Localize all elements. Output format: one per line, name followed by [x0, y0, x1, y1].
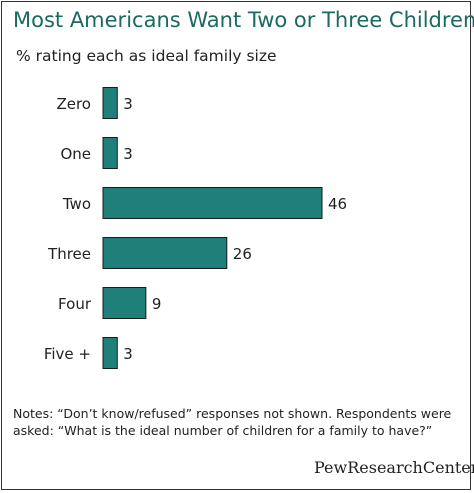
category-label: Zero — [56, 95, 91, 113]
chart-notes: Notes: “Don’t know/refused” responses no… — [13, 406, 452, 438]
bar — [102, 137, 118, 169]
value-label: 9 — [152, 295, 162, 313]
bar — [102, 337, 118, 369]
bar — [102, 237, 228, 269]
value-label: 3 — [123, 345, 133, 363]
bar — [102, 187, 323, 219]
value-label: 46 — [328, 195, 347, 213]
value-label: 3 — [123, 145, 133, 163]
bar — [102, 287, 147, 319]
value-label: 26 — [233, 245, 252, 263]
category-label: One — [60, 145, 91, 163]
bar — [102, 87, 118, 119]
category-label: Three — [47, 245, 91, 263]
category-label: Five + — [44, 345, 91, 363]
chart-subtitle: % rating each as ideal family size — [16, 47, 277, 65]
value-label: 3 — [123, 95, 133, 113]
chart-title: Most Americans Want Two or Three Childre… — [13, 8, 474, 32]
category-label: Two — [62, 195, 91, 213]
bar-chart: Zero 3 One 3 Two 46 Three 26 Four 9 Five + 3 — [44, 87, 347, 369]
pew-research-center-logo: PewResearchCenter — [314, 458, 474, 477]
category-label: Four — [58, 295, 92, 313]
